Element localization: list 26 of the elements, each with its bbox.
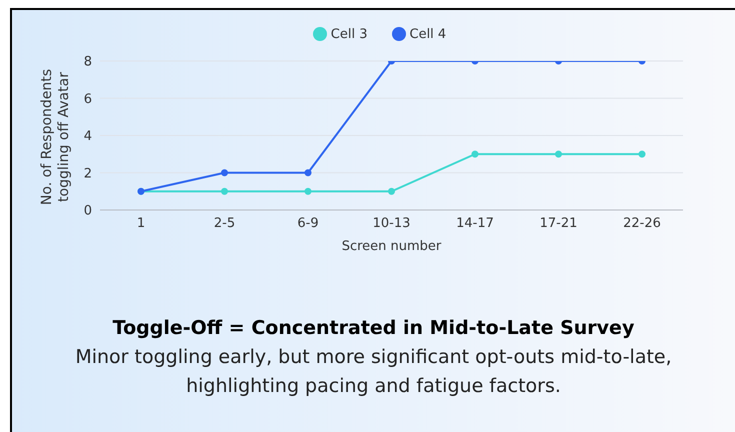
point — [221, 188, 228, 195]
y-tick-label: 4 — [84, 129, 92, 144]
x-tick-label: 22-26 — [623, 216, 661, 232]
legend-label: Cell 3 — [330, 27, 368, 42]
x-tick-label: 2-5 — [214, 216, 236, 232]
x-axis-title: Screen number — [342, 239, 442, 254]
x-tick-label: 6-9 — [297, 216, 319, 232]
point — [304, 169, 312, 176]
point — [221, 169, 228, 176]
x-tick-label: 10-13 — [372, 216, 410, 232]
legend-label: Cell 4 — [410, 27, 446, 42]
y-tick-label: 2 — [84, 166, 92, 182]
x-tick-label: 14-17 — [456, 216, 494, 232]
point — [304, 188, 312, 195]
y-axis-title: No. of Respondents toggling off Avatar — [38, 68, 73, 208]
point — [555, 150, 562, 158]
point — [638, 150, 646, 158]
text: Minor toggling early, but more significant opt-outs mid-to-late, highlighting pacing and fatigue factors. — [74, 345, 673, 399]
x-tick-label: 1 — [136, 216, 146, 232]
point — [472, 150, 478, 158]
text: Toggle-Off = Concentrated in Mid-to-Late Survey — [112, 316, 636, 341]
y-tick-label: 6 — [84, 92, 92, 107]
y-tick-label: 8 — [84, 54, 92, 70]
point — [388, 188, 395, 195]
x-tick-label: 17-21 — [540, 216, 578, 232]
y-tick-label: 0 — [84, 204, 92, 219]
